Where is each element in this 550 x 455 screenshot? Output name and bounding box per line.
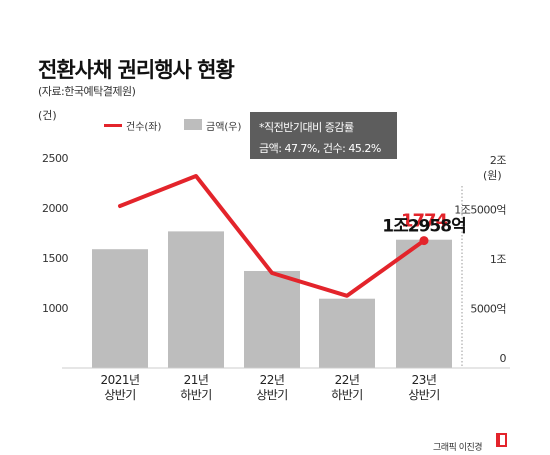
left-tick-label: 1500 xyxy=(42,252,68,265)
left-tick-label: 2000 xyxy=(42,202,68,215)
bar-2 xyxy=(244,270,300,368)
right-axis-unit: (원) xyxy=(483,169,502,182)
x-tick-label-line2: 상반기 xyxy=(256,388,288,402)
bar-4 xyxy=(396,239,452,368)
x-tick-label-line1: 21년 xyxy=(184,373,209,387)
right-tick-label: 1조5000억 xyxy=(454,204,506,217)
note-title: *직전반기대비 증감률 xyxy=(259,121,354,134)
bar-3 xyxy=(319,298,375,368)
graphic-credit: 그래픽 이진경 xyxy=(433,443,483,453)
count-line-last-point xyxy=(419,236,429,246)
count-line xyxy=(118,174,426,298)
logo-icon xyxy=(496,433,507,447)
right-tick-label: 5000억 xyxy=(470,303,506,316)
note-body: 금액: 47.7%, 건수: 45.2% xyxy=(259,142,381,155)
line-data-label: 1774 xyxy=(401,211,448,232)
right-tick-label: 2조 xyxy=(490,154,506,167)
change-rate-note: *직전반기대비 증감률 금액: 47.7%, 건수: 45.2% xyxy=(250,112,397,159)
x-tick-label-line2: 상반기 xyxy=(104,388,136,402)
legend: 건수(좌) 금액(우) xyxy=(94,113,248,137)
legend-line-label: 건수(좌) xyxy=(126,122,162,133)
x-tick-label-line2: 하반기 xyxy=(180,388,212,402)
x-tick-label-line1: 22년 xyxy=(260,373,285,387)
bar-1 xyxy=(168,231,224,368)
x-tick-label-line1: 2021년 xyxy=(100,373,139,387)
chart-source: (자료:한국예탁결제원) xyxy=(38,85,136,98)
bar-0 xyxy=(92,249,148,368)
bar-data-label: 1조2958억 xyxy=(382,217,465,237)
right-tick-label: 1조 xyxy=(490,253,506,266)
left-tick-label: 1000 xyxy=(42,302,68,315)
legend-bar-label: 금액(우) xyxy=(206,122,242,133)
left-tick-label: 2500 xyxy=(42,152,68,165)
x-tick-label-line2: 상반기 xyxy=(408,388,440,402)
legend-line-swatch xyxy=(104,124,122,127)
legend-bar-swatch xyxy=(184,119,202,130)
x-tick-label-line1: 22년 xyxy=(335,373,360,387)
x-tick-label-line1: 23년 xyxy=(412,373,437,387)
x-tick-label-line2: 하반기 xyxy=(331,388,363,402)
chart-title: 전환사채 권리행사 현황 xyxy=(38,58,235,82)
left-axis-unit: (건) xyxy=(38,109,57,122)
right-tick-label: 0 xyxy=(500,352,507,365)
